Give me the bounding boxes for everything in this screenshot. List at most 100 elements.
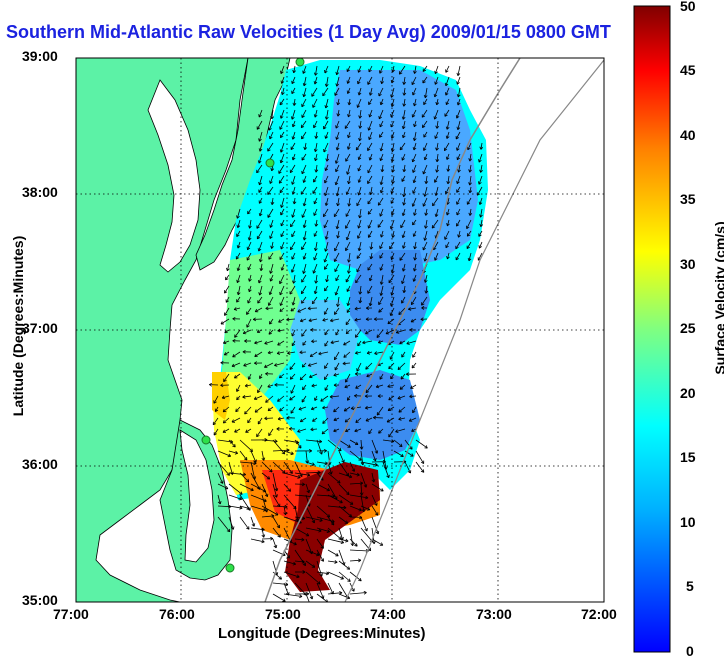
velocity-arrow [287,351,296,354]
velocity-arrow-head [391,136,395,139]
velocity-arrow-head [247,478,250,482]
velocity-arrow-head [352,542,355,546]
velocity-arrow [269,285,274,295]
velocity-arrow-head [279,257,283,260]
velocity-arrow-head [341,576,344,580]
velocity-arrow-head [299,352,303,355]
velocity-arrow-head [324,180,328,184]
velocity-arrow [292,186,296,195]
velocity-arrow-head [480,214,483,218]
velocity-arrow-head [365,330,368,334]
velocity-arrow-head [268,128,272,131]
velocity-arrow [376,406,384,416]
velocity-arrow [333,406,340,413]
colorbar [633,5,671,653]
velocity-arrow-head [423,102,427,106]
velocity-arrow-head [326,516,330,518]
velocity-arrow [259,142,263,152]
velocity-arrow-head [226,267,228,271]
velocity-arrow-head [276,427,280,430]
velocity-arrow-head [325,461,328,465]
velocity-arrow [365,329,373,335]
velocity-arrow-head [412,179,415,183]
velocity-arrow-head [434,258,438,261]
velocity-arrow-head [312,105,316,108]
velocity-arrow-head [332,494,336,497]
velocity-arrow [268,428,274,436]
velocity-arrow [377,219,384,228]
velocity-arrow [272,593,286,602]
velocity-arrow [315,164,318,173]
station-marker [265,158,275,168]
velocity-arrow-head [407,471,411,474]
velocity-arrow-head [257,301,261,304]
velocity-arrow [274,362,285,366]
velocity-arrow-head [445,191,449,195]
velocity-arrow-head [413,70,415,74]
velocity-arrow-head [280,303,284,306]
velocity-arrow-head [312,418,314,422]
velocity-arrow-head [292,344,296,347]
velocity-arrow-head [258,280,262,284]
velocity-arrow [388,395,395,401]
velocity-arrow [380,98,384,105]
velocity-arrow-head [358,125,361,129]
velocity-arrow-head [313,72,316,76]
velocity-arrow [336,76,340,87]
velocity-arrow-head [345,226,349,229]
velocity-arrow-head [422,247,426,251]
velocity-arrow-head [313,81,316,85]
velocity-arrow [422,120,428,128]
velocity-arrow [349,549,369,552]
velocity-arrow-head [414,213,417,216]
velocity-arrow-head [302,564,306,566]
velocity-arrow-head [368,136,370,140]
velocity-arrow-head [378,94,382,97]
velocity-arrow-head [223,380,227,382]
velocity-arrow [466,219,472,229]
velocity-arrow-head [356,148,360,151]
velocity-arrow [228,505,243,509]
velocity-arrow-head [278,171,282,174]
velocity-arrow [315,219,318,227]
velocity-arrow [250,483,266,492]
velocity-arrow-head [333,417,336,421]
velocity-arrow [349,450,362,461]
velocity-arrow-head [236,267,239,271]
velocity-arrow-head [335,169,339,173]
velocity-arrow [347,296,351,306]
velocity-arrow [257,296,263,304]
velocity-arrow [348,98,351,106]
velocity-arrow-head [314,157,316,161]
velocity-arrow [290,373,296,380]
velocity-arrow-head [348,181,351,185]
velocity-arrow-head [329,394,333,398]
velocity-arrow-head [380,282,384,285]
velocity-arrow [421,109,428,118]
velocity-arrow [456,186,461,193]
velocity-arrow [358,186,362,196]
velocity-arrow-head [301,484,305,487]
velocity-arrow-head [414,138,417,141]
velocity-arrow-head [413,257,416,261]
velocity-arrow-head [398,417,402,420]
velocity-arrow [338,505,352,518]
velocity-arrow-head [468,212,471,216]
velocity-arrow [337,98,340,106]
velocity-arrow [445,76,450,86]
velocity-arrow [382,450,387,470]
velocity-arrow [280,65,285,74]
velocity-arrow [344,417,351,423]
velocity-arrow-head [347,580,351,582]
velocity-arrow-head [312,302,316,305]
velocity-arrow-head [313,180,317,183]
velocity-arrow-head [390,292,392,296]
colorbar-tick-label: 25 [680,320,696,336]
velocity-arrow-head [456,137,459,140]
velocity-arrow [246,307,252,315]
velocity-arrow [290,241,296,251]
velocity-arrow-head [252,317,256,320]
velocity-arrow-head [253,523,256,527]
velocity-arrow [343,406,351,412]
velocity-arrow [335,329,340,336]
